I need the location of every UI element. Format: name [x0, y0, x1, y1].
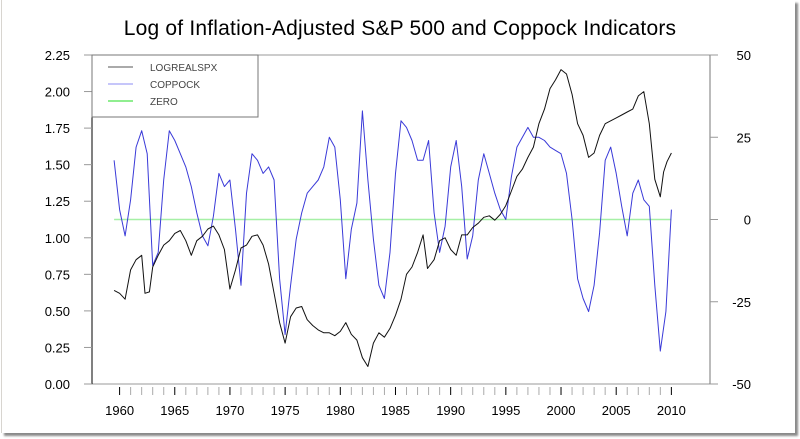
right-axis-tick-label: 25 — [737, 130, 751, 145]
chart-title: Log of Inflation-Adjusted S&P 500 and Co… — [123, 17, 677, 40]
x-axis-tick-label: 1965 — [160, 403, 189, 418]
left-axis-tick-label: 1.25 — [45, 194, 70, 209]
left-axis-tick-label: 0.50 — [45, 304, 70, 319]
x-axis-tick-label: 1985 — [381, 403, 410, 418]
right-axis-tick-label: 50 — [737, 48, 751, 63]
right-axis-tick-label: -25 — [732, 295, 751, 310]
left-axis-tick-label: 1.00 — [45, 231, 70, 246]
series-layer — [113, 69, 672, 367]
legend-label: ZERO — [150, 97, 178, 108]
x-axis-tick-label: 1975 — [271, 403, 300, 418]
series-line-coppock — [113, 110, 672, 352]
left-axis-tick-label: 1.75 — [45, 121, 70, 136]
left-axis-tick-label: 1.50 — [45, 158, 70, 173]
right-axis-tick-label: -50 — [732, 377, 751, 392]
legend-box — [91, 54, 259, 118]
series-line-logrealspx — [113, 69, 672, 367]
left-axis-tick-label: 0.00 — [45, 377, 70, 392]
legend-label: LOGREALSPX — [150, 63, 218, 74]
x-axis-tick-label: 1970 — [215, 403, 244, 418]
x-axis-tick-label: 2000 — [547, 403, 576, 418]
x-axis-tick-label: 2005 — [602, 403, 631, 418]
x-axis-tick-label: 2010 — [657, 403, 686, 418]
x-axis-tick-label: 1980 — [326, 403, 355, 418]
legend-label: COPPOCK — [150, 80, 200, 91]
left-axis-tick-label: 0.25 — [45, 340, 70, 355]
left-axis-tick-label: 2.00 — [45, 85, 70, 100]
left-axis-tick-label: 2.25 — [45, 48, 70, 63]
x-axis-tick-label: 1995 — [491, 403, 520, 418]
legend: LOGREALSPX COPPOCK ZERO — [91, 54, 259, 118]
left-axis-tick-label: 0.75 — [45, 267, 70, 282]
x-axis-tick-label: 1990 — [436, 403, 465, 418]
right-axis-tick-label: 0 — [744, 213, 751, 228]
x-axis-tick-label: 1960 — [105, 403, 134, 418]
